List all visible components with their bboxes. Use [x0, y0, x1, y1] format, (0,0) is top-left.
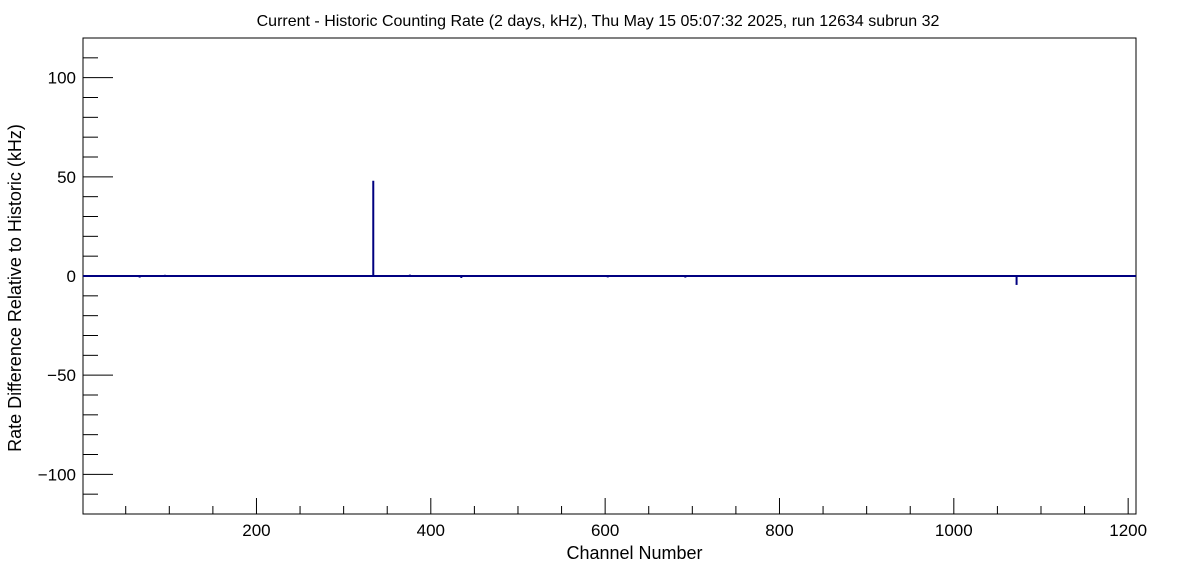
x-axis-label: Channel Number — [566, 543, 702, 563]
x-tick-label: 800 — [765, 521, 793, 540]
y-tick-label: 0 — [67, 267, 76, 286]
y-tick-label: 100 — [48, 69, 76, 88]
x-tick-label: 400 — [417, 521, 445, 540]
y-axis-label: Rate Difference Relative to Historic (kH… — [5, 124, 25, 452]
x-tick-label: 200 — [242, 521, 270, 540]
tick-labels: 200 400 600 800 1000 1200 −100 −50 0 50 100 — [38, 69, 1147, 540]
axis-ticks — [83, 57, 1129, 514]
y-tick-label: −100 — [38, 465, 76, 484]
x-tick-label: 600 — [591, 521, 619, 540]
y-tick-label: 50 — [57, 168, 76, 187]
y-tick-label: −50 — [47, 366, 76, 385]
data-series — [83, 180, 1136, 285]
x-tick-label: 1000 — [935, 521, 973, 540]
chart-title: Current - Historic Counting Rate (2 days… — [257, 13, 940, 30]
x-tick-label: 1200 — [1109, 521, 1147, 540]
